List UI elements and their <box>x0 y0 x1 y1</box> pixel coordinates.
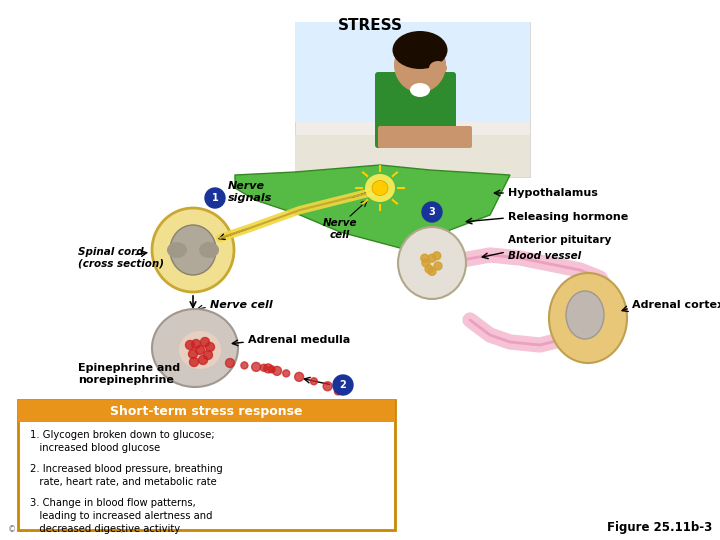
FancyBboxPatch shape <box>18 400 395 530</box>
Ellipse shape <box>152 208 234 292</box>
FancyBboxPatch shape <box>375 72 456 148</box>
Circle shape <box>186 341 194 349</box>
Text: Adrenal cortex: Adrenal cortex <box>632 300 720 310</box>
Circle shape <box>205 188 225 208</box>
Circle shape <box>261 364 267 372</box>
Ellipse shape <box>410 83 430 97</box>
Text: Adrenal medulla: Adrenal medulla <box>248 335 350 345</box>
Text: 1. Glycogen broken down to glucose;
   increased blood glucose: 1. Glycogen broken down to glucose; incr… <box>30 430 215 453</box>
Circle shape <box>264 364 273 373</box>
Circle shape <box>225 359 235 368</box>
Text: Nerve cell: Nerve cell <box>210 300 273 310</box>
FancyBboxPatch shape <box>378 126 472 148</box>
Circle shape <box>428 254 436 262</box>
Ellipse shape <box>170 225 216 275</box>
Circle shape <box>333 375 353 395</box>
Circle shape <box>192 340 200 348</box>
Ellipse shape <box>372 180 388 195</box>
Ellipse shape <box>429 61 447 75</box>
Circle shape <box>422 259 430 267</box>
Text: Blood vessel: Blood vessel <box>508 251 581 261</box>
Circle shape <box>422 202 442 222</box>
Circle shape <box>433 252 441 260</box>
Circle shape <box>273 366 282 375</box>
Circle shape <box>334 388 341 395</box>
Circle shape <box>200 338 210 347</box>
Text: Releasing hormone: Releasing hormone <box>508 212 629 222</box>
FancyBboxPatch shape <box>295 135 530 177</box>
Ellipse shape <box>152 309 238 387</box>
Ellipse shape <box>167 242 187 258</box>
Text: Anterior pituitary: Anterior pituitary <box>508 235 611 245</box>
Circle shape <box>434 262 442 270</box>
Ellipse shape <box>365 174 395 202</box>
Ellipse shape <box>549 273 627 363</box>
Polygon shape <box>235 165 510 250</box>
Text: 3: 3 <box>428 207 436 217</box>
Text: Nerve
signals: Nerve signals <box>228 181 272 203</box>
Text: Figure 25.11b-3: Figure 25.11b-3 <box>607 521 712 534</box>
Circle shape <box>205 342 215 352</box>
Text: 2. Increased blood pressure, breathing
   rate, heart rate, and metabolic rate: 2. Increased blood pressure, breathing r… <box>30 464 222 487</box>
Circle shape <box>199 355 207 364</box>
Ellipse shape <box>394 37 446 92</box>
Circle shape <box>268 366 275 373</box>
Ellipse shape <box>392 31 448 69</box>
Circle shape <box>420 254 429 262</box>
Text: STRESS: STRESS <box>338 18 402 33</box>
Text: Short-term stress response: Short-term stress response <box>110 404 302 417</box>
Ellipse shape <box>199 242 219 258</box>
Circle shape <box>294 373 304 381</box>
Circle shape <box>310 378 318 385</box>
Circle shape <box>251 362 261 372</box>
Text: Spinal cord
(cross section): Spinal cord (cross section) <box>78 247 164 269</box>
Ellipse shape <box>179 331 221 369</box>
Text: 1: 1 <box>212 193 218 203</box>
Circle shape <box>425 265 433 273</box>
Text: Epinephrine and
norepinephrine: Epinephrine and norepinephrine <box>78 363 180 385</box>
Text: Nerve
cell: Nerve cell <box>323 218 357 240</box>
Circle shape <box>204 350 212 360</box>
Text: 2: 2 <box>340 380 346 390</box>
Text: © 2010 Pearson Education, Inc.: © 2010 Pearson Education, Inc. <box>8 525 141 534</box>
Circle shape <box>189 357 199 367</box>
FancyBboxPatch shape <box>295 22 530 122</box>
Circle shape <box>189 349 197 359</box>
Circle shape <box>196 346 204 354</box>
Ellipse shape <box>398 227 466 299</box>
Circle shape <box>241 362 248 369</box>
Text: Hypothalamus: Hypothalamus <box>508 188 598 198</box>
Circle shape <box>283 370 289 377</box>
FancyBboxPatch shape <box>295 22 530 177</box>
Circle shape <box>428 267 436 275</box>
FancyBboxPatch shape <box>18 400 395 422</box>
Circle shape <box>323 382 332 391</box>
Ellipse shape <box>566 291 604 339</box>
Text: 3. Change in blood flow patterns,
   leading to increased alertness and
   decre: 3. Change in blood flow patterns, leadin… <box>30 498 212 535</box>
